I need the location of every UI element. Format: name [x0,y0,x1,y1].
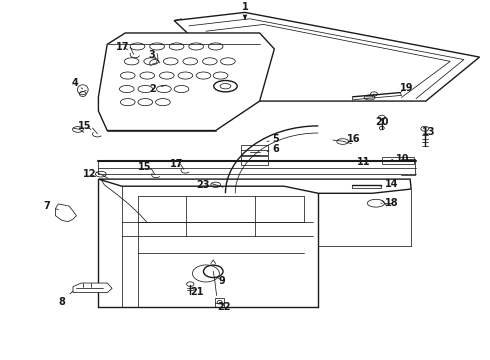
Polygon shape [55,204,76,222]
Text: 22: 22 [218,302,231,312]
Text: 9: 9 [218,275,225,285]
Text: 8: 8 [58,291,73,307]
Bar [241,145,268,156]
Text: 1: 1 [242,3,248,19]
Text: 5: 5 [267,134,279,144]
Text: 23: 23 [196,180,210,190]
Text: 16: 16 [347,134,360,144]
Polygon shape [73,283,112,293]
Text: 10: 10 [392,153,409,163]
Bar [241,156,268,165]
Text: 15: 15 [138,162,151,172]
Text: 20: 20 [375,117,389,127]
Text: 19: 19 [399,83,413,93]
Text: 3: 3 [149,50,156,60]
Text: 11: 11 [353,157,370,167]
Bar [215,298,224,307]
Text: 4: 4 [72,78,83,89]
Text: 7: 7 [44,201,58,211]
Text: 17: 17 [116,42,129,52]
Polygon shape [98,179,411,193]
Polygon shape [174,12,480,101]
Text: 14: 14 [381,179,398,189]
Text: 2: 2 [149,84,167,94]
Text: 6: 6 [267,144,279,154]
Text: 21: 21 [191,287,204,297]
Text: 13: 13 [422,127,436,137]
Polygon shape [98,33,274,131]
Bar [382,157,414,163]
Text: 17: 17 [170,159,183,169]
Text: 18: 18 [381,198,398,208]
Text: 12: 12 [83,169,97,179]
Text: 15: 15 [78,121,92,131]
